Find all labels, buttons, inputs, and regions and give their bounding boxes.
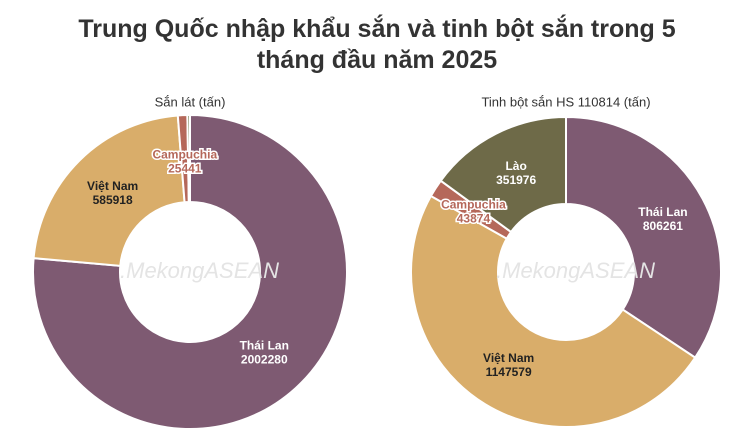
watermark: .MekongASEAN	[496, 258, 655, 283]
chart-subtitle: Sắn lát (tấn)	[155, 94, 226, 109]
data-label-name: Thái Lan	[638, 205, 687, 219]
slice	[32, 113, 348, 430]
data-label-value: 25441	[168, 161, 202, 175]
slice	[410, 194, 697, 428]
data-label-name: Campuchia	[152, 147, 217, 161]
data-label-value: 2002280	[241, 352, 288, 366]
chart-title: Trung Quốc nhập khẩu sắn và tinh bột sắn…	[78, 13, 675, 74]
data-label-value: 585918	[93, 193, 133, 207]
slice	[439, 115, 567, 234]
watermark: .MekongASEAN	[120, 258, 279, 283]
slice	[186, 113, 191, 204]
data-label-value: 351976	[496, 173, 536, 187]
data-label-value: 1147579	[486, 365, 532, 379]
data-label-name: Thái Lan	[240, 338, 289, 352]
data-label-value: 43874	[457, 212, 491, 226]
slice	[32, 114, 186, 267]
data-label-name: Campuchia	[441, 198, 506, 212]
data-label-name: Lào	[505, 159, 526, 173]
data-label-value: 806261	[643, 219, 683, 233]
chart-subtitle: Tinh bột sắn HS 110814 (tấn)	[481, 94, 650, 109]
data-label-name: Việt Nam	[87, 179, 138, 193]
slice	[565, 115, 722, 360]
data-label-name: Việt Nam	[483, 351, 534, 365]
